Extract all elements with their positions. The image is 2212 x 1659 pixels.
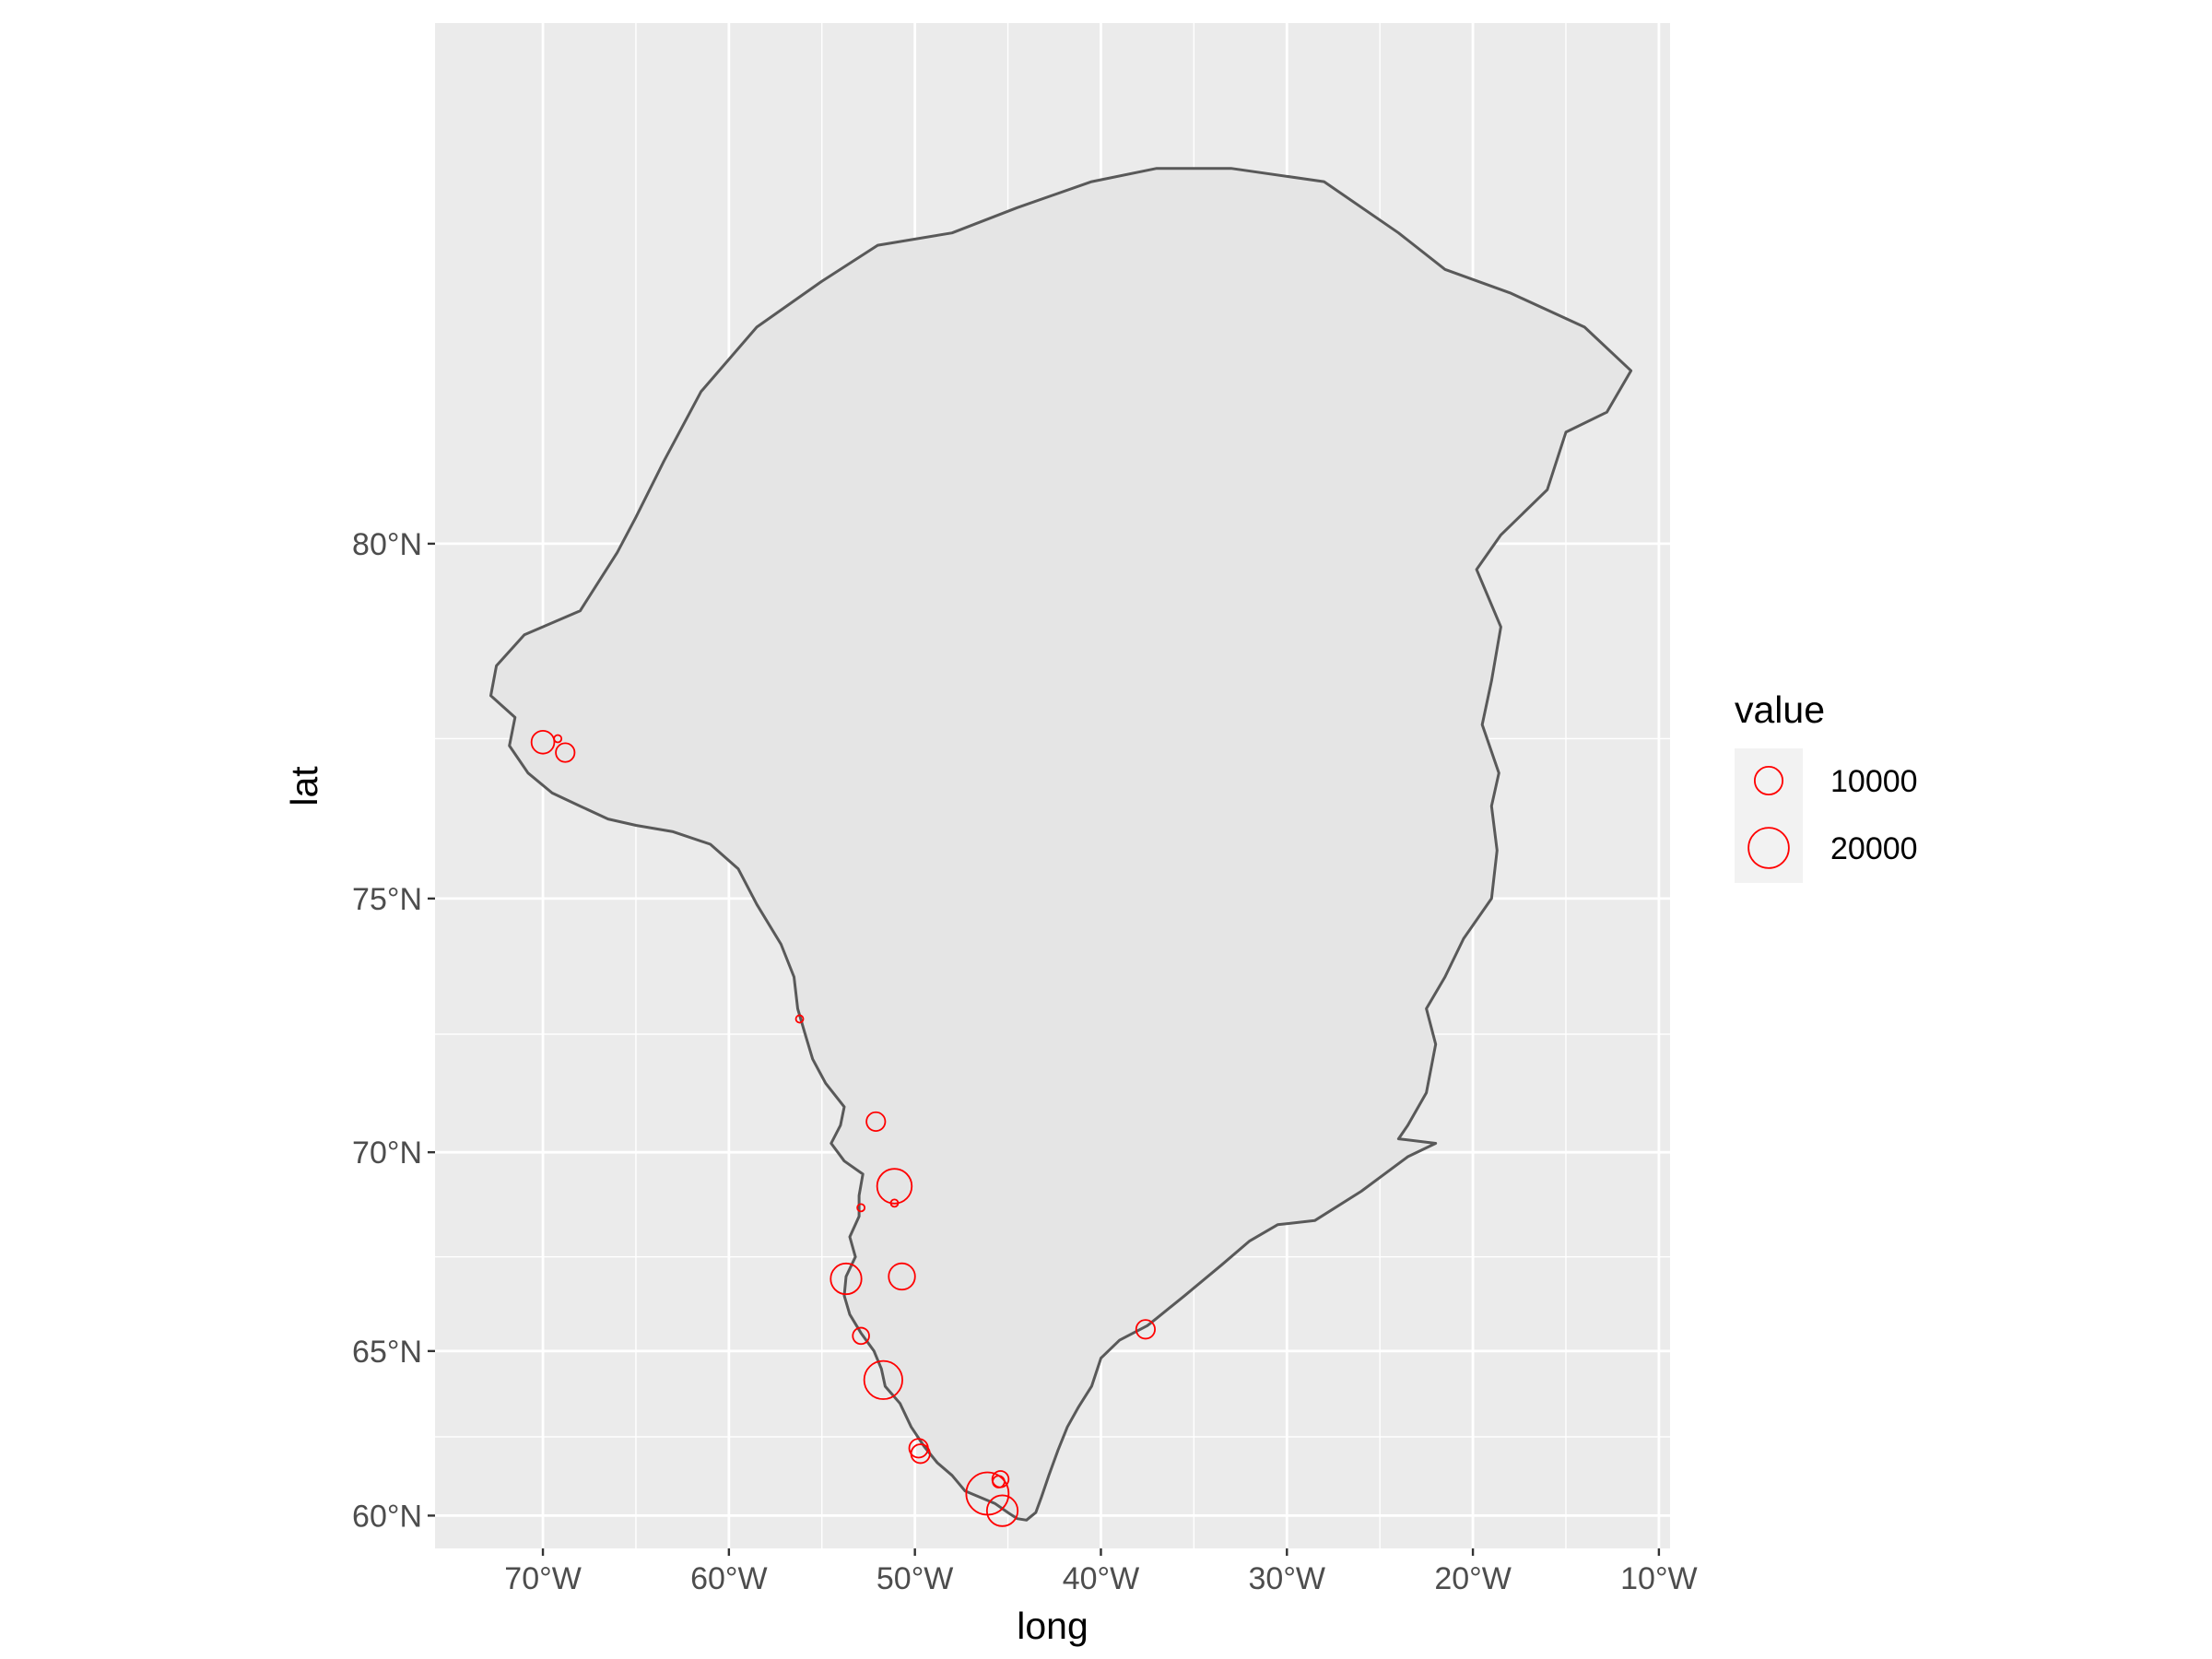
x-tick-label: 40°W [1063, 1561, 1140, 1596]
legend-key-background [1735, 748, 1803, 883]
x-tick-label: 50°W [877, 1561, 954, 1596]
data-point-circle [865, 1111, 887, 1133]
data-point-circle [1135, 1319, 1156, 1340]
data-point-circle [530, 729, 556, 755]
x-tick-label: 20°W [1434, 1561, 1512, 1596]
legend-key-circle [1747, 827, 1790, 869]
y-axis-ticks: 60°N 65°N 70°N 75°N 80°N [352, 527, 435, 1534]
data-point-circle [852, 1326, 870, 1346]
legend-entry-label: 10000 [1830, 764, 1918, 799]
legend-title: value [1735, 688, 1825, 731]
y-tick-label: 60°N [352, 1499, 422, 1534]
data-point-circle [856, 1203, 866, 1213]
y-tick-label: 75°N [352, 882, 422, 917]
x-tick-label: 30°W [1249, 1561, 1326, 1596]
x-tick-label: 10°W [1620, 1561, 1698, 1596]
x-tick-label: 60°W [690, 1561, 768, 1596]
data-point-circle [888, 1262, 916, 1291]
data-point-circle [830, 1262, 863, 1296]
data-point-circle [863, 1359, 903, 1400]
x-axis-ticks: 70°W 60°W 50°W 40°W 30°W 20°W 10°W [504, 1548, 1698, 1596]
legend-entry-label: 20000 [1830, 831, 1918, 866]
y-tick-label: 80°N [352, 527, 422, 562]
legend: value 10000 20000 [1735, 688, 1918, 883]
data-point-circle [889, 1198, 900, 1208]
y-tick-label: 65°N [352, 1335, 422, 1370]
data-point-circle [985, 1494, 1019, 1527]
y-axis-title: lat [283, 766, 325, 806]
data-point-circle [794, 1014, 805, 1024]
data-point-circle [910, 1443, 931, 1465]
legend-key-circle [1753, 765, 1784, 796]
x-tick-label: 70°W [504, 1561, 582, 1596]
data-point-circle [876, 1168, 913, 1205]
greenland-landmass [489, 167, 1633, 1522]
data-points [530, 729, 1156, 1527]
data-point-circle [555, 742, 576, 763]
y-tick-label: 70°N [352, 1135, 422, 1171]
x-axis-title: long [1017, 1605, 1088, 1647]
